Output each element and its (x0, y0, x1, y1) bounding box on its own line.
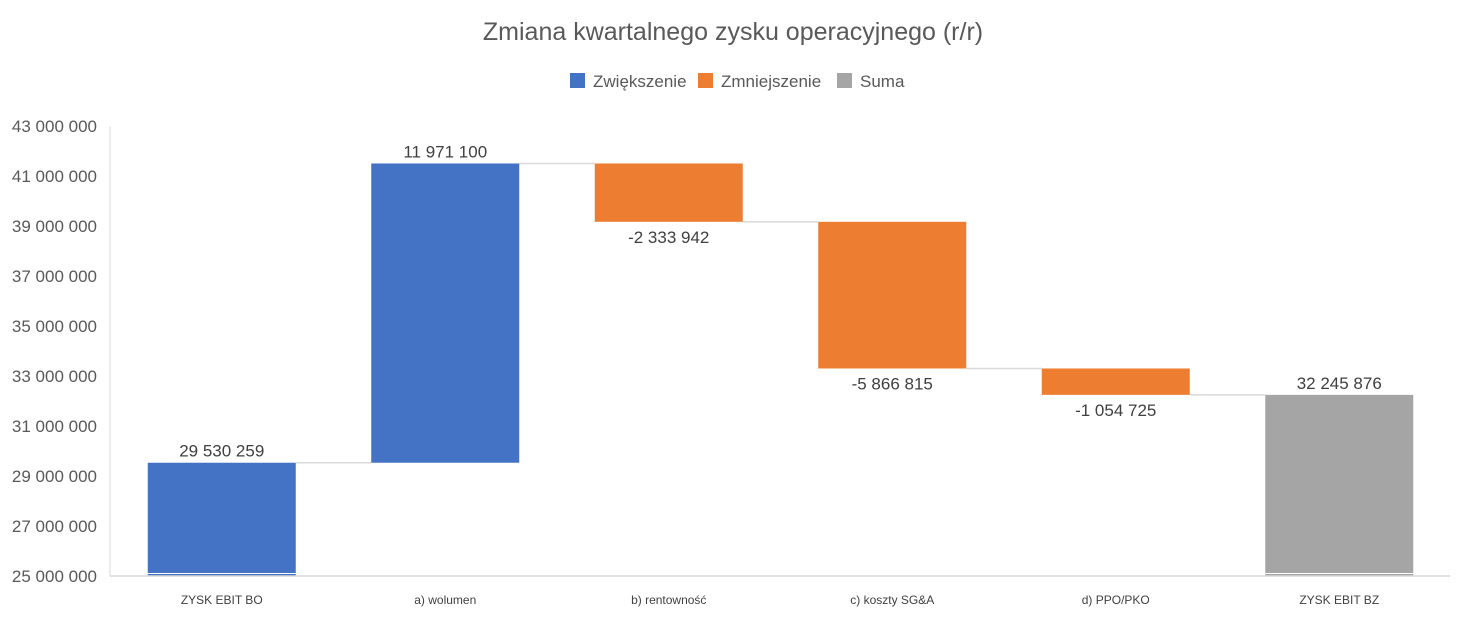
y-tick-label: 39 000 000 (12, 217, 97, 236)
bar-5 (1265, 394, 1414, 576)
chart-title: Zmiana kwartalnego zysku operacyjnego (r… (483, 18, 983, 46)
bar-2 (594, 163, 743, 222)
category-label-4: d) PPO/PKO (1082, 593, 1150, 607)
category-label-0: ZYSK EBIT BO (181, 593, 263, 607)
data-label-1: 11 971 100 (403, 142, 487, 161)
y-tick-label: 41 000 000 (12, 167, 97, 186)
x-axis: ZYSK EBIT BO a) wolumen b) rentowność c) ko… (110, 575, 1450, 607)
legend-label-0: Zwiększenie (593, 72, 687, 91)
data-label-0: 29 530 259 (179, 442, 264, 461)
category-label-3: c) koszty SG&A (850, 593, 934, 607)
category-label-2: b) rentowność (631, 593, 706, 607)
legend-label-1: Zmniejszenie (721, 72, 821, 91)
y-tick-label: 31 000 000 (12, 417, 97, 436)
bars (147, 163, 1414, 576)
y-tick-label: 37 000 000 (12, 267, 97, 286)
legend-label-2: Suma (860, 72, 905, 91)
category-label-5: ZYSK EBIT BZ (1299, 593, 1379, 607)
bar-0 (147, 462, 296, 576)
legend-swatch-2 (837, 73, 852, 88)
data-label-5: 32 245 876 (1297, 374, 1382, 393)
category-label-1: a) wolumen (414, 593, 476, 607)
bar-3 (818, 221, 967, 369)
y-axis: 25 000 000 27 000 000 29 000 000 31 000 000… (12, 117, 111, 586)
y-tick-label: 29 000 000 (12, 467, 97, 486)
data-label-2: -2 333 942 (628, 228, 709, 247)
y-tick-label: 27 000 000 (12, 517, 97, 536)
y-tick-label: 35 000 000 (12, 317, 97, 336)
legend-swatch-0 (570, 73, 585, 88)
data-label-4: -1 054 725 (1075, 401, 1156, 420)
y-tick-label: 43 000 000 (12, 117, 97, 136)
legend-swatch-1 (698, 73, 713, 88)
legend: Zwiększenie Zmniejszenie Suma (570, 72, 905, 91)
y-tick-label: 25 000 000 (12, 567, 97, 586)
y-tick-label: 33 000 000 (12, 367, 97, 386)
data-labels: 29 530 259 11 971 100 -2 333 942 -5 866 815… (179, 142, 1382, 460)
data-label-3: -5 866 815 (852, 374, 933, 393)
bar-1 (371, 163, 520, 463)
connector-lines (295, 162, 1266, 464)
bar-4 (1041, 368, 1190, 395)
